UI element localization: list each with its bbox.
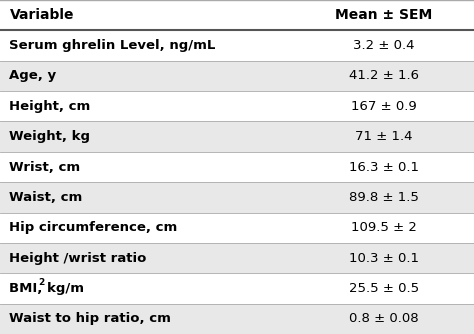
Bar (0, 91, 474, 122)
Text: Wrist, cm: Wrist, cm (9, 161, 81, 173)
Text: 25.5 ± 0.5: 25.5 ± 0.5 (349, 282, 419, 295)
Text: 71 ± 1.4: 71 ± 1.4 (355, 130, 413, 143)
Text: Age, y: Age, y (9, 69, 56, 82)
Bar (0, 152, 474, 182)
Text: 10.3 ± 0.1: 10.3 ± 0.1 (349, 252, 419, 265)
Text: Height /wrist ratio: Height /wrist ratio (9, 252, 147, 265)
Bar (0, 243, 474, 273)
Text: Variable: Variable (9, 8, 74, 22)
Text: 41.2 ± 1.6: 41.2 ± 1.6 (349, 69, 419, 82)
Text: Waist, cm: Waist, cm (9, 191, 83, 204)
Text: Mean ± SEM: Mean ± SEM (335, 8, 433, 22)
Text: 109.5 ± 2: 109.5 ± 2 (351, 221, 417, 234)
Text: 3.2 ± 0.4: 3.2 ± 0.4 (353, 39, 415, 52)
Text: 167 ± 0.9: 167 ± 0.9 (351, 100, 417, 113)
Text: Hip circumference, cm: Hip circumference, cm (9, 221, 178, 234)
Text: 0.8 ± 0.08: 0.8 ± 0.08 (349, 312, 419, 325)
Text: 2: 2 (38, 278, 44, 287)
Bar (0, 212, 474, 243)
Text: Waist to hip ratio, cm: Waist to hip ratio, cm (9, 312, 172, 325)
Bar (0, 0, 474, 30)
Text: Weight, kg: Weight, kg (9, 130, 91, 143)
Text: BMI, kg/m: BMI, kg/m (9, 282, 84, 295)
Text: Serum ghrelin Level, ng/mL: Serum ghrelin Level, ng/mL (9, 39, 216, 52)
Bar (0, 273, 474, 304)
Text: Height, cm: Height, cm (9, 100, 91, 113)
Bar (0, 30, 474, 61)
Bar (0, 122, 474, 152)
Bar (0, 182, 474, 212)
Text: 89.8 ± 1.5: 89.8 ± 1.5 (349, 191, 419, 204)
Bar (0, 61, 474, 91)
Text: 16.3 ± 0.1: 16.3 ± 0.1 (349, 161, 419, 173)
Bar (0, 304, 474, 334)
